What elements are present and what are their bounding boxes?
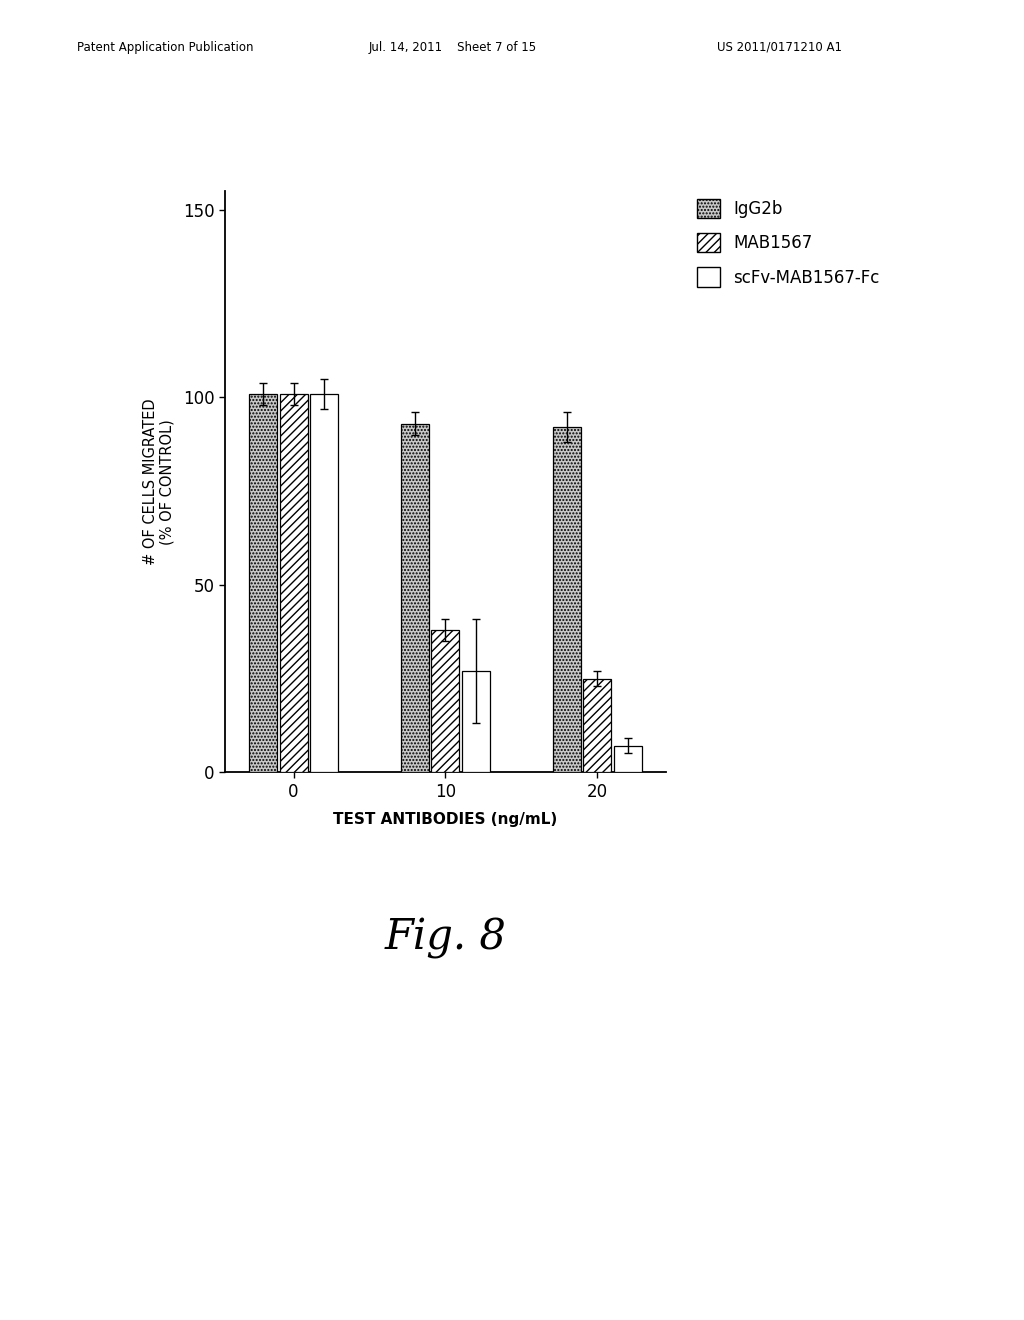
Bar bbox=[462, 671, 489, 772]
Bar bbox=[613, 746, 642, 772]
X-axis label: TEST ANTIBODIES (ng/mL): TEST ANTIBODIES (ng/mL) bbox=[334, 812, 557, 826]
Bar bbox=[310, 393, 338, 772]
Y-axis label: # OF CELLS MIGRATED
(% OF CONTROL): # OF CELLS MIGRATED (% OF CONTROL) bbox=[142, 399, 175, 565]
Text: Fig. 8: Fig. 8 bbox=[384, 917, 507, 960]
Bar bbox=[249, 393, 278, 772]
Text: Patent Application Publication: Patent Application Publication bbox=[77, 41, 253, 54]
Bar bbox=[431, 630, 460, 772]
Legend: IgG2b, MAB1567, scFv-MAB1567-Fc: IgG2b, MAB1567, scFv-MAB1567-Fc bbox=[691, 194, 885, 292]
Bar bbox=[401, 424, 429, 772]
Text: US 2011/0171210 A1: US 2011/0171210 A1 bbox=[717, 41, 842, 54]
Text: Jul. 14, 2011    Sheet 7 of 15: Jul. 14, 2011 Sheet 7 of 15 bbox=[369, 41, 537, 54]
Bar bbox=[553, 428, 581, 772]
Bar bbox=[584, 678, 611, 772]
Bar bbox=[280, 393, 307, 772]
